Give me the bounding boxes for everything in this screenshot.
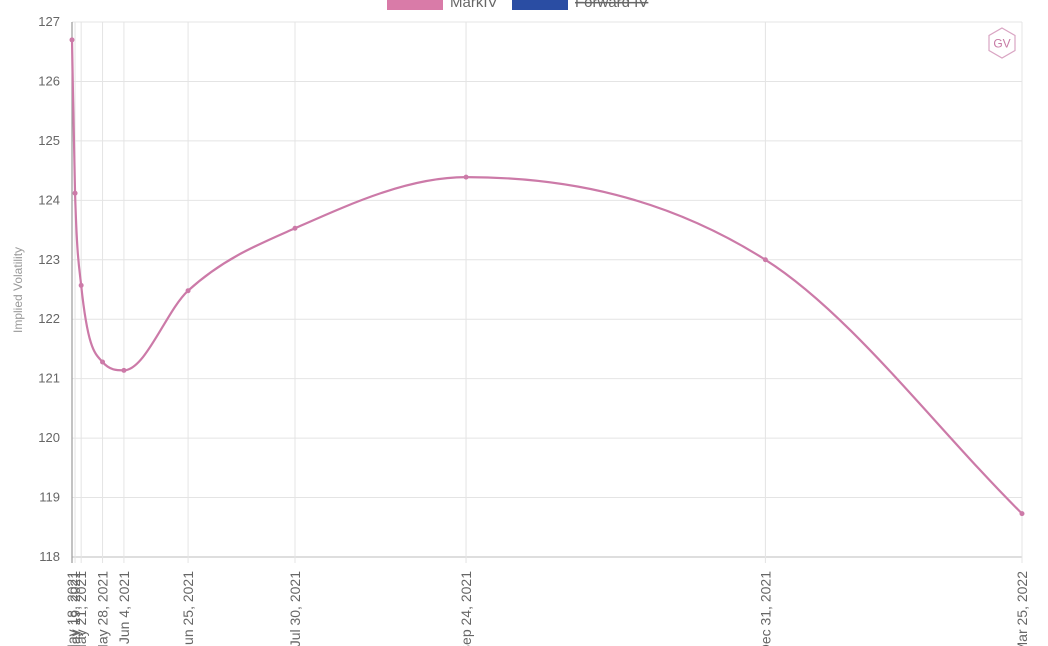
legend-label: Forward IV — [575, 0, 648, 11]
x-tick-label: May 19, 2021 — [67, 571, 83, 646]
series-line-markiv — [70, 39, 1023, 515]
legend-item[interactable]: MarkIV — [387, 0, 498, 11]
x-tick-label: Jun 25, 2021 — [180, 571, 196, 646]
y-axis: 118 119 120 121 122 123 124 125 126 127 — [38, 14, 60, 564]
y-tick-label: 119 — [39, 490, 60, 505]
legend-item[interactable]: Forward IV — [512, 0, 648, 11]
x-tick-label: Jun 4, 2021 — [116, 571, 132, 644]
y-tick-label: 127 — [38, 14, 60, 29]
x-tick-label: May 28, 2021 — [95, 571, 111, 646]
gv-badge-label: GV — [993, 37, 1010, 51]
data-point[interactable] — [292, 225, 298, 231]
y-tick-label: 118 — [39, 549, 60, 564]
x-tick-label: Mar 25, 2022 — [1014, 571, 1030, 646]
x-tick-label: Sep 24, 2021 — [458, 571, 474, 646]
data-point[interactable] — [762, 257, 768, 263]
data-point[interactable] — [1019, 511, 1025, 517]
series-layer — [69, 37, 1025, 517]
y-tick-label: 123 — [38, 252, 60, 267]
legend-swatch — [387, 0, 443, 10]
legend: MarkIV Forward IV — [387, 0, 648, 11]
x-tick-label: May 18, 2021 — [64, 571, 80, 646]
data-point[interactable] — [185, 288, 191, 294]
y-tick-label: 124 — [38, 192, 60, 207]
x-tick-label: May 21, 2021 — [73, 571, 89, 646]
data-point[interactable] — [100, 359, 106, 365]
y-tick-label: 121 — [38, 371, 60, 386]
data-point[interactable] — [121, 367, 127, 373]
y-tick-label: 125 — [38, 133, 60, 148]
data-point[interactable] — [69, 37, 75, 43]
data-point[interactable] — [72, 190, 78, 196]
x-tick-label: Jul 30, 2021 — [287, 571, 303, 646]
data-point[interactable] — [463, 174, 469, 180]
x-tick-label: Dec 31, 2021 — [757, 571, 773, 646]
y-tick-label: 122 — [38, 311, 60, 326]
data-point[interactable] — [78, 282, 84, 288]
legend-swatch — [512, 0, 568, 10]
gv-badge-icon[interactable]: GV — [988, 27, 1016, 59]
y-tick-label: 120 — [38, 430, 60, 445]
y-tick-label: 126 — [38, 73, 60, 88]
legend-label: MarkIV — [450, 0, 498, 11]
grid — [71, 21, 1023, 563]
y-axis-label: Implied Volatility — [11, 247, 25, 333]
